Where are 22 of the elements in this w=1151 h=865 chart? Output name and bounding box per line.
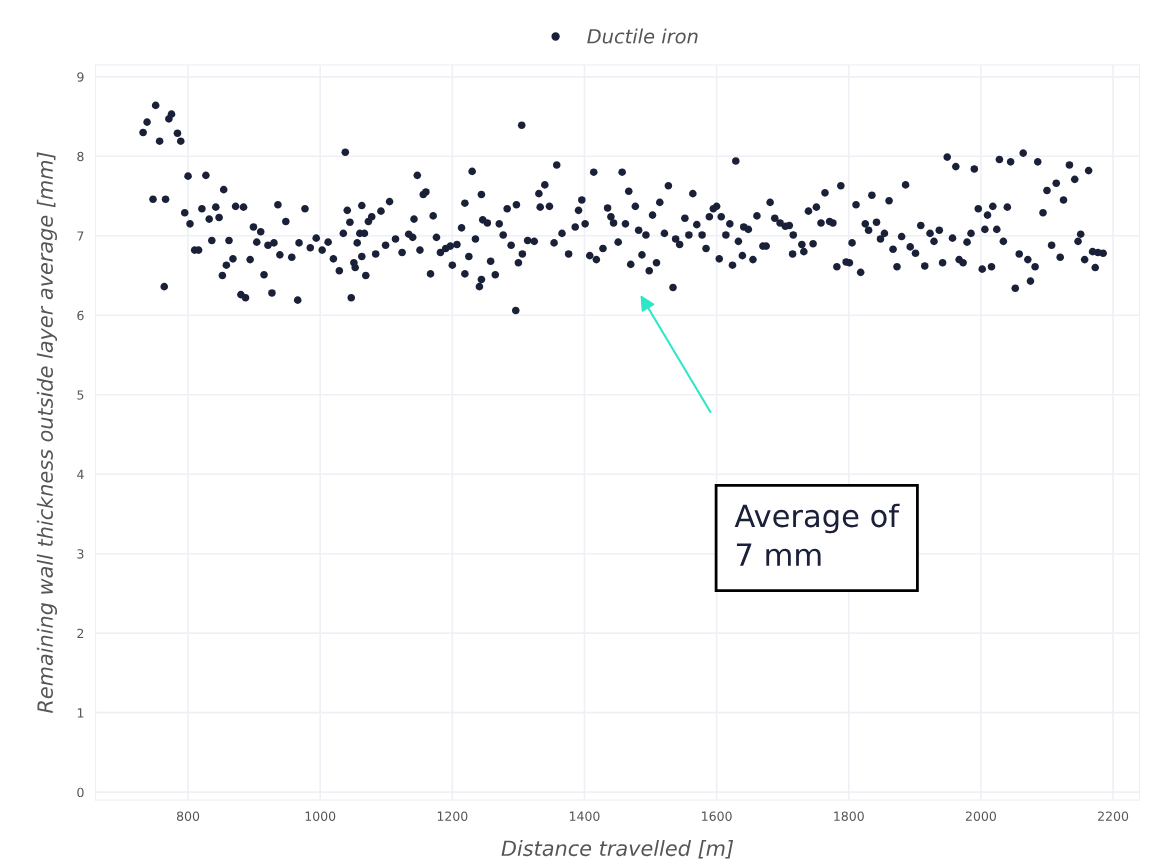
y-tick-label: 2	[77, 628, 84, 638]
y-tick-label: 9	[77, 72, 84, 82]
y-tick-label: 8	[77, 151, 84, 162]
y-tick-label: 5	[77, 390, 84, 400]
y-tick-label: 4	[77, 469, 84, 479]
x-tick-label: 1600	[702, 811, 732, 821]
x-tick-label: 800	[176, 811, 200, 821]
x-tick-label: 2200	[1098, 811, 1129, 821]
x-tick-label: 1400	[569, 811, 600, 821]
x-axis-title: Distance travelled [m]	[501, 840, 734, 859]
y-axis-title: Remaining wall thickness outside layer average [mm]	[36, 152, 58, 714]
x-tick-label: 2000	[965, 811, 996, 821]
x-tick-label: 1000	[305, 811, 336, 821]
y-tick-label: 7	[77, 231, 84, 241]
x-tick-label: 1800	[834, 811, 864, 821]
x-tick-label: 1200	[437, 811, 468, 821]
annotation: Average of 7 mm	[734, 503, 900, 566]
legend-label: Ductile iron	[587, 28, 698, 44]
y-tick-label: 1	[77, 708, 84, 718]
y-tick-label: 0	[77, 787, 84, 798]
y-tick-label: 6	[77, 310, 84, 321]
y-tick-label: 3	[77, 549, 84, 559]
